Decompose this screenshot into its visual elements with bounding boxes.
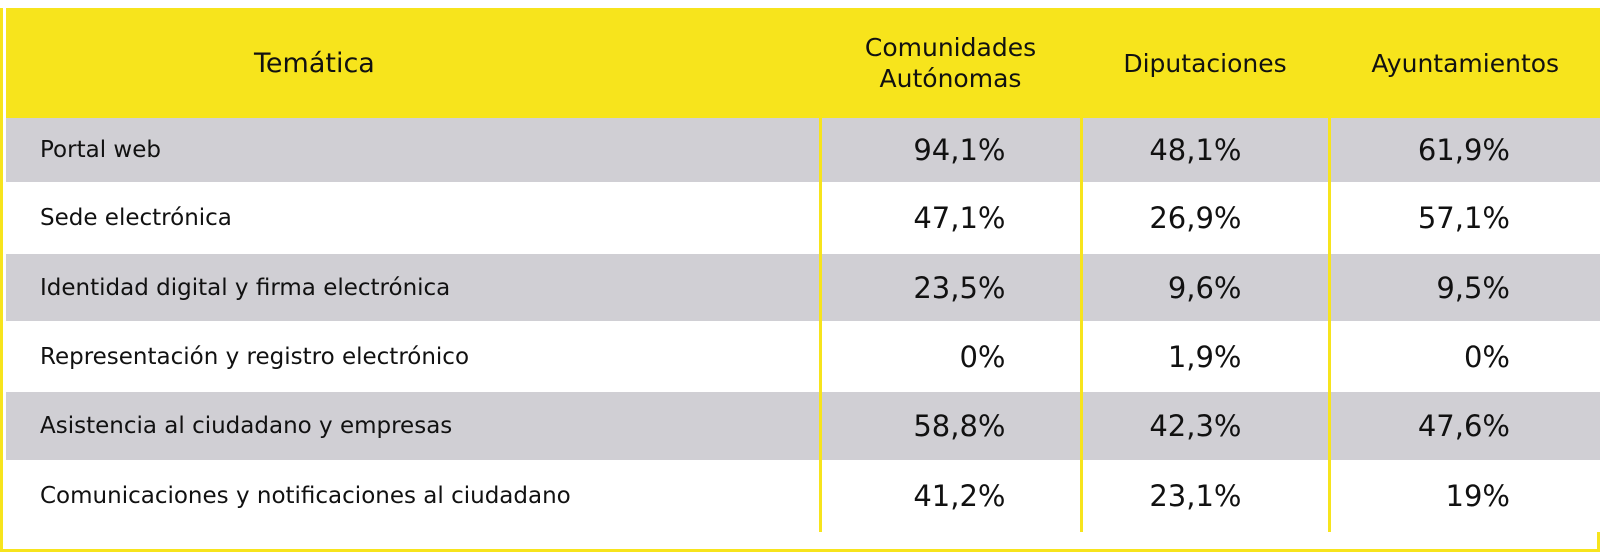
table-row: Representación y registro electrónico 0%… [6, 321, 1600, 392]
header-row: Temática Comunidades Autónomas Diputacio… [6, 8, 1600, 118]
cell-ayuntamientos: 47,6% [1327, 392, 1600, 460]
cell-diputaciones: 48,1% [1079, 118, 1329, 182]
cell-diputaciones: 23,1% [1079, 460, 1329, 532]
cell-comunidades: 58,8% [818, 392, 1081, 460]
cell-diputaciones: 9,6% [1079, 254, 1329, 321]
cell-comunidades: 94,1% [818, 118, 1081, 182]
table-row: Identidad digital y firma electrónica 23… [6, 254, 1600, 321]
table-row: Asistencia al ciudadano y empresas 58,8%… [6, 392, 1600, 460]
row-topic: Representación y registro electrónico [6, 321, 820, 392]
header-comunidades-line2: Autónomas [879, 64, 1022, 93]
row-topic: Comunicaciones y notificaciones al ciuda… [6, 460, 820, 532]
cell-comunidades: 47,1% [818, 182, 1081, 254]
cell-comunidades: 41,2% [818, 460, 1081, 532]
cell-diputaciones: 1,9% [1079, 321, 1329, 392]
cell-ayuntamientos: 57,1% [1327, 182, 1600, 254]
cell-diputaciones: 26,9% [1079, 182, 1329, 254]
table-frame: Temática Comunidades Autónomas Diputacio… [0, 8, 1600, 552]
row-topic: Asistencia al ciudadano y empresas [6, 392, 820, 460]
header-ayuntamientos: Ayuntamientos [1327, 8, 1600, 118]
cell-ayuntamientos: 9,5% [1327, 254, 1600, 321]
table-row: Sede electrónica 47,1% 26,9% 57,1% [6, 182, 1600, 254]
cell-comunidades: 0% [818, 321, 1081, 392]
header-diputaciones: Diputaciones [1079, 8, 1329, 118]
header-tematica: Temática [6, 8, 820, 118]
row-topic: Sede electrónica [6, 182, 820, 254]
row-topic: Portal web [6, 118, 820, 182]
cell-ayuntamientos: 19% [1327, 460, 1600, 532]
header-comunidades-line1: Comunidades [864, 33, 1037, 62]
cell-ayuntamientos: 61,9% [1327, 118, 1600, 182]
cell-comunidades: 23,5% [818, 254, 1081, 321]
table-row: Portal web 94,1% 48,1% 61,9% [6, 118, 1600, 182]
cell-ayuntamientos: 0% [1327, 321, 1600, 392]
row-topic: Identidad digital y firma electrónica [6, 254, 820, 321]
cell-diputaciones: 42,3% [1079, 392, 1329, 460]
header-comunidades-autonomas: Comunidades Autónomas [818, 8, 1081, 118]
table-row: Comunicaciones y notificaciones al ciuda… [6, 460, 1600, 532]
data-table: Temática Comunidades Autónomas Diputacio… [6, 8, 1600, 532]
